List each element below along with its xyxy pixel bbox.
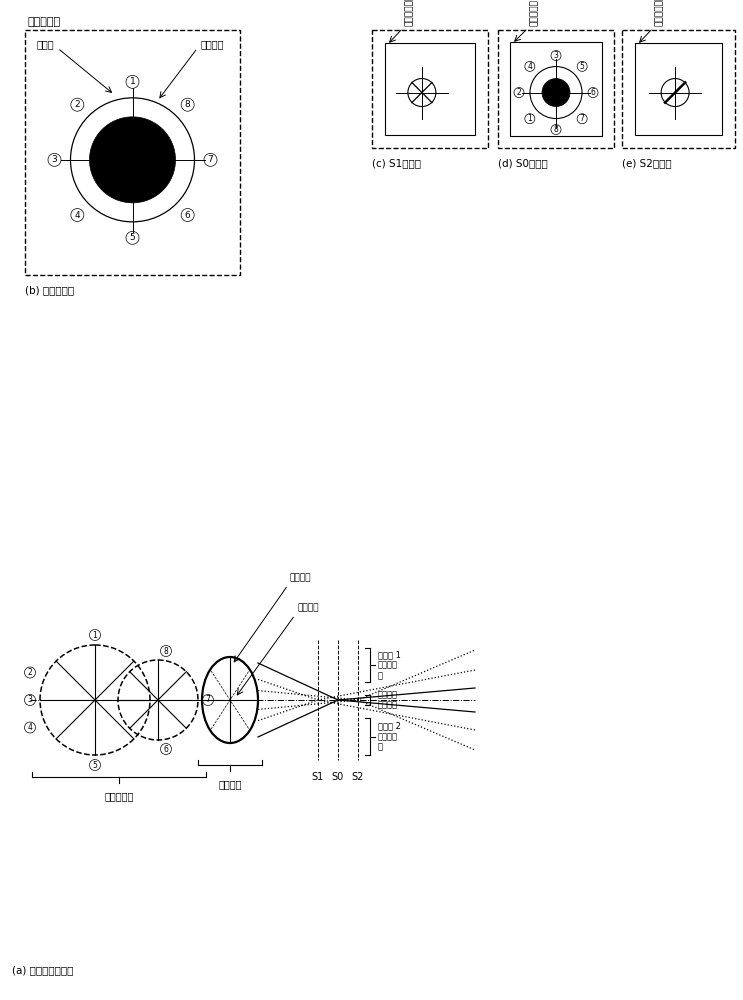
Circle shape [89,117,175,203]
Text: 5: 5 [93,760,97,770]
Text: 平行光部分: 平行光部分 [104,791,134,801]
Bar [635,43,722,135]
Text: S0: S0 [332,772,344,782]
Text: 6: 6 [163,744,169,754]
Text: 7: 7 [206,696,210,704]
Circle shape [542,79,570,107]
Text: 传感器投影区域: 传感器投影区域 [405,0,414,26]
Text: 信号光: 信号光 [37,39,54,49]
Text: 1: 1 [93,631,97,640]
Text: (d) S0平面上: (d) S0平面上 [498,158,548,168]
Text: 1: 1 [129,77,135,86]
Text: 6: 6 [185,211,190,220]
Text: 5: 5 [580,62,585,71]
Text: 2: 2 [74,100,80,109]
Text: 传感器区域: 传感器区域 [530,0,539,26]
Text: 传感器投影区域: 传感器投影区域 [655,0,664,26]
Text: 8: 8 [554,125,559,134]
Text: S1: S1 [312,772,324,782]
Text: (b) 平行光部分: (b) 平行光部分 [25,285,74,295]
Text: 4: 4 [27,723,33,732]
Text: 6: 6 [591,88,595,97]
Text: 杂散光 2
的会聚范
围: 杂散光 2 的会聚范 围 [378,722,401,751]
Text: 平面方向: 平面方向 [297,603,319,612]
Text: 8: 8 [163,647,169,656]
Bar [510,42,602,136]
Text: 3: 3 [27,696,33,704]
Text: 曲面方向: 曲面方向 [290,573,311,582]
Text: 信号光的
会聚范围: 信号光的 会聚范围 [378,690,398,710]
Text: 7: 7 [207,155,213,164]
Text: 4: 4 [528,62,532,71]
Bar [622,30,735,148]
Bar [498,30,614,148]
Text: 8: 8 [185,100,190,109]
Bar [372,30,488,148]
Text: 2: 2 [27,668,33,677]
Text: 像散元件: 像散元件 [218,779,241,789]
Text: 5: 5 [129,233,135,242]
Text: (e) S2平面上: (e) S2平面上 [622,158,672,168]
Bar [25,30,240,275]
Text: 3: 3 [554,51,559,60]
Text: S2: S2 [352,772,364,782]
Text: 4: 4 [74,211,80,220]
Text: 1: 1 [528,114,532,123]
Text: 7: 7 [580,114,585,123]
Text: 杂散光 1
的会聚范
围: 杂散光 1 的会聚范 围 [378,650,401,680]
Text: 2: 2 [516,88,522,97]
Text: (c) S1平面上: (c) S1平面上 [372,158,421,168]
Text: (a) 光线的会聚状态: (a) 光线的会聚状态 [12,965,74,975]
Text: 〈信号光〉: 〈信号光〉 [28,17,61,27]
Bar [385,43,475,135]
Text: 3: 3 [51,155,57,164]
Text: 像散元件: 像散元件 [201,39,224,49]
